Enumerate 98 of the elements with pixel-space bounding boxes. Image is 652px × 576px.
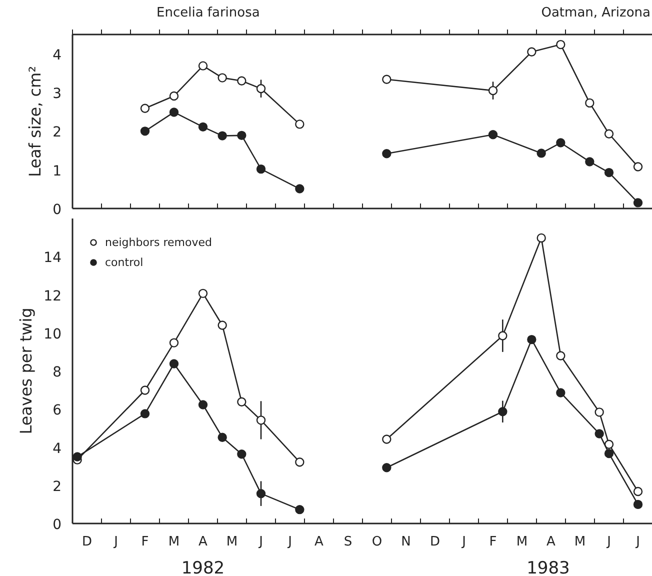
point <box>218 320 227 330</box>
point <box>527 47 536 56</box>
y-tick-label: 6 <box>52 402 62 419</box>
point <box>295 458 304 467</box>
text: 1982 <box>181 558 225 576</box>
point <box>169 338 179 348</box>
point <box>585 157 594 166</box>
x-tick-label: O <box>372 534 382 550</box>
point <box>604 129 614 138</box>
x-tick-label: M <box>574 534 586 550</box>
x-tick-label: J <box>258 534 263 550</box>
point <box>198 400 208 410</box>
y-tick-label: 10 <box>44 326 62 342</box>
x-tick-label: D <box>430 534 440 550</box>
point <box>198 122 208 132</box>
x-tick-label: J <box>113 534 118 550</box>
point <box>256 164 266 174</box>
x-tick-label: D <box>82 534 92 550</box>
y-tick-label: 0 <box>52 517 62 533</box>
y-tick-label: 8 <box>52 364 62 380</box>
point <box>169 108 179 117</box>
point <box>140 409 150 418</box>
point <box>72 452 82 462</box>
point <box>536 233 546 243</box>
point <box>556 351 566 360</box>
x-tick-label: J <box>635 534 640 550</box>
chart-subtitle: Oatman, Arizona <box>541 6 651 20</box>
point <box>256 84 266 94</box>
x-tick-label: J <box>461 534 466 550</box>
point <box>295 504 304 514</box>
chart-title: Encelia farinosa <box>156 6 260 20</box>
point <box>604 448 614 458</box>
point <box>237 130 246 140</box>
text: 1983 <box>526 558 570 576</box>
point <box>256 416 266 425</box>
y-tick-label: 1 <box>52 163 62 180</box>
y-axis-title: Leaf size, cm² <box>26 66 45 177</box>
x-tick-label: A <box>198 534 208 550</box>
point <box>633 486 643 496</box>
x-tick-label: M <box>168 534 180 550</box>
point <box>527 334 536 344</box>
point <box>633 198 643 208</box>
y-tick-label: 3 <box>52 86 62 102</box>
y-tick-label: 2 <box>52 478 62 495</box>
point <box>140 126 150 136</box>
point <box>382 434 392 444</box>
point <box>237 76 246 86</box>
x-tick-label: J <box>287 534 292 550</box>
x-tick-label: F <box>141 534 149 550</box>
x-tick-label: J <box>606 534 611 550</box>
point <box>295 184 304 194</box>
legend-label: neighbors removed <box>105 236 212 248</box>
point <box>556 40 566 50</box>
point <box>556 388 566 398</box>
x-tick-label: N <box>401 534 411 550</box>
y-axis-title: Leaves per twig <box>16 308 36 434</box>
point <box>594 408 604 417</box>
point <box>604 168 614 178</box>
point <box>256 488 266 498</box>
y-tick-label: 2 <box>52 124 62 141</box>
point <box>198 288 208 298</box>
point <box>140 104 150 113</box>
y-tick-label: 4 <box>52 47 62 64</box>
point <box>556 138 566 148</box>
x-tick-label: M <box>226 534 238 550</box>
point <box>218 432 227 442</box>
point <box>536 148 546 158</box>
y-tick-label: 14 <box>44 250 62 266</box>
point <box>633 162 643 172</box>
point <box>604 440 614 449</box>
y-tick-label: 0 <box>52 202 62 218</box>
point <box>488 86 498 96</box>
point <box>488 130 498 140</box>
point <box>169 91 179 101</box>
point <box>169 359 179 368</box>
point <box>585 98 594 108</box>
point <box>237 397 246 406</box>
point <box>382 463 392 472</box>
point <box>633 500 643 510</box>
point <box>218 131 227 140</box>
x-tick-label: M <box>516 534 528 550</box>
point <box>382 74 392 84</box>
x-tick-label: A <box>314 534 324 550</box>
point <box>594 429 604 438</box>
point <box>498 407 508 416</box>
point <box>218 73 227 82</box>
x-tick-label: A <box>546 534 556 550</box>
point <box>498 331 508 340</box>
x-tick-label: F <box>489 534 497 550</box>
x-tick-label: S <box>344 534 352 550</box>
legend-label: control <box>105 256 144 268</box>
point <box>140 386 150 395</box>
y-tick-label: 4 <box>52 440 62 457</box>
point <box>198 61 208 70</box>
point <box>382 149 392 158</box>
point <box>295 120 304 129</box>
y-tick-label: 12 <box>44 288 62 304</box>
point <box>237 450 246 459</box>
